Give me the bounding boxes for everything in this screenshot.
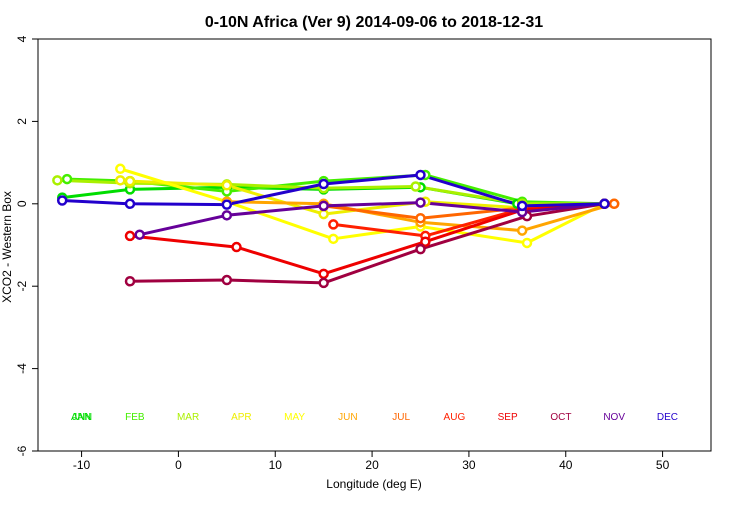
data-point-jun [516, 225, 528, 236]
data-point-nov [134, 229, 145, 240]
x-tick-label: 10 [269, 458, 283, 472]
legend-label-sep: SEP [498, 412, 518, 423]
legend-label-feb: FEB [125, 412, 145, 423]
legend-label-jul: JUL [392, 412, 410, 423]
y-tick-label: -4 [15, 363, 29, 374]
data-point-apr [115, 175, 126, 186]
data-point-oct [415, 243, 426, 255]
data-point-apr [221, 180, 233, 191]
x-tick-label: 20 [365, 458, 379, 472]
data-point-feb [61, 173, 73, 185]
data-point-dec [124, 198, 136, 210]
series-line-nov [138, 201, 606, 237]
series-line-may [118, 167, 606, 245]
data-point-dec [415, 169, 426, 181]
data-point-apr [124, 175, 136, 187]
y-tick-label: 4 [15, 35, 29, 42]
data-point-sep [231, 241, 242, 253]
x-tick-label: 50 [656, 458, 670, 472]
data-point-may [521, 237, 533, 249]
data-point-sep [318, 268, 329, 280]
data-point-mar [52, 175, 63, 186]
legend-label-oct: OCT [550, 412, 571, 423]
data-point-may [328, 233, 339, 245]
y-axis-label: XCO2 - Western Box [0, 191, 14, 303]
legend-label-mar: MAR [177, 412, 199, 423]
data-point-mar [410, 181, 421, 192]
data-point-apr [318, 208, 329, 220]
legend-label-nov: NOV [603, 412, 625, 423]
data-point-sep [420, 236, 431, 247]
legend-label-ann: ANN [71, 412, 92, 423]
legend-label-jan: JAN [72, 412, 91, 423]
data-point-nov [221, 210, 233, 221]
y-tick-label: -2 [15, 281, 29, 292]
x-tick-label: 30 [462, 458, 476, 472]
legend-label-jun: JUN [338, 412, 357, 423]
data-point-dec [56, 195, 68, 206]
data-point-jul [608, 198, 620, 210]
x-axis-label: Longitude (deg E) [326, 477, 421, 491]
data-point-sep [124, 230, 136, 242]
legend-label-apr: APR [231, 412, 252, 423]
data-point-dec [318, 178, 329, 190]
data-point-oct [124, 276, 136, 287]
data-point-jul [415, 212, 426, 224]
data-point-dec [221, 199, 233, 210]
y-tick-label: 0 [15, 200, 29, 207]
data-point-dec [599, 198, 610, 210]
series-line-sep [128, 202, 606, 276]
y-tick-label: 2 [15, 118, 29, 125]
chart-title: 0-10N Africa (Ver 9) 2014-09-06 to 2018-… [205, 14, 543, 31]
plot-frame [37, 38, 712, 452]
series-line-oct [128, 202, 606, 285]
legend-label-dec: DEC [657, 412, 678, 423]
data-point-may [115, 163, 126, 175]
y-tick-label: -6 [15, 445, 29, 456]
data-point-nov [318, 200, 329, 212]
data-point-nov [415, 197, 426, 208]
data-point-aug [328, 219, 339, 230]
data-point-oct [318, 277, 329, 289]
data-point-oct [221, 274, 233, 286]
data-point-dec [516, 200, 528, 212]
legend-label-aug: AUG [444, 412, 466, 423]
legend-label-may: MAY [284, 412, 305, 423]
x-tick-label: 0 [175, 458, 182, 472]
x-tick-label: -10 [73, 458, 91, 472]
x-tick-label: 40 [559, 458, 573, 472]
